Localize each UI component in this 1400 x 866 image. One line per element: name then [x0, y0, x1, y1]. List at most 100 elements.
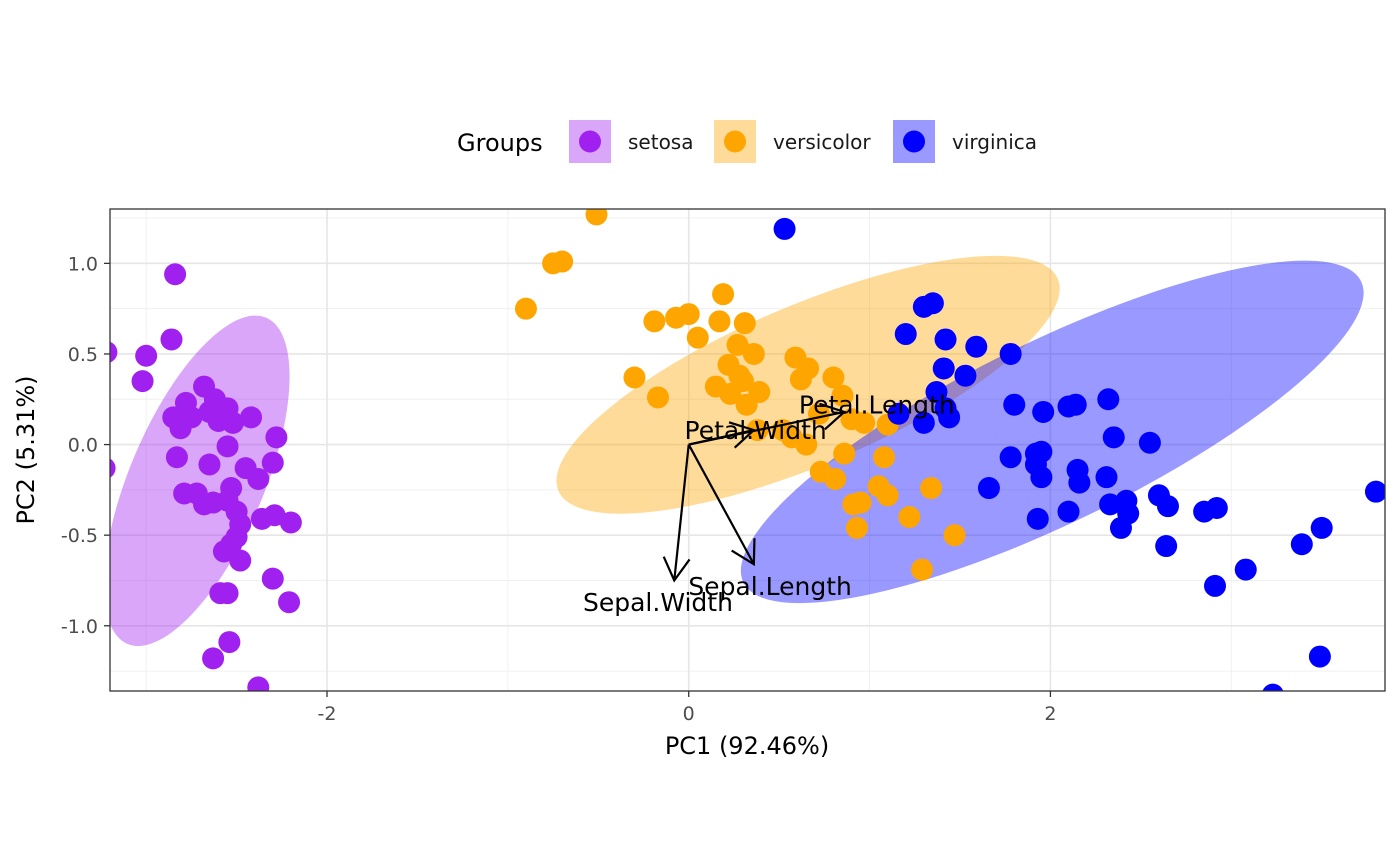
point-versicolor	[920, 477, 943, 500]
point-virginica	[932, 357, 955, 380]
point-virginica	[954, 364, 977, 387]
loading-arrow-sepal-length	[687, 444, 755, 565]
ellipse-setosa	[110, 315, 290, 647]
x-axis: -2 0 2	[318, 691, 1056, 725]
point-versicolor	[853, 411, 876, 434]
point-versicolor	[822, 366, 845, 389]
loading-label-sepal-width: Sepal.Width	[583, 588, 733, 617]
point-setosa	[212, 540, 235, 563]
point-versicolor	[911, 558, 934, 581]
point-versicolor	[831, 384, 854, 407]
loading-arrow-sepal-width	[673, 444, 690, 581]
point-setosa	[261, 451, 284, 474]
point-virginica	[1102, 426, 1125, 449]
point-setosa	[229, 549, 252, 572]
legend: Groups setosa versicolor virginica	[457, 120, 1037, 163]
x-tick-label: -2	[318, 703, 337, 725]
point-virginica	[887, 402, 910, 425]
point-virginica	[1068, 471, 1091, 494]
point-virginica	[999, 342, 1022, 365]
point-setosa	[165, 446, 188, 469]
point-virginica	[1003, 393, 1026, 416]
point-setosa	[240, 406, 263, 429]
point-versicolor	[726, 333, 749, 356]
point-setosa	[216, 435, 239, 458]
point-versicolor	[824, 467, 847, 490]
point-versicolor	[551, 250, 574, 273]
point-versicolor	[623, 366, 646, 389]
point-virginica	[999, 446, 1022, 469]
point-versicolor	[733, 312, 756, 335]
point-setosa	[279, 511, 302, 534]
point-setosa	[198, 400, 221, 423]
point-versicolor	[514, 297, 537, 320]
legend-key-point-versicolor	[724, 130, 746, 153]
legend-key-point-virginica	[903, 130, 925, 153]
arrowhead	[662, 556, 691, 583]
point-versicolor	[719, 382, 742, 405]
point-versicolor	[585, 209, 608, 226]
point-virginica	[1155, 535, 1178, 558]
point-versicolor	[898, 506, 921, 529]
panel-background	[110, 209, 1385, 691]
point-virginica	[925, 381, 948, 404]
point-versicolor	[643, 310, 666, 333]
loading-label-petal-width: Petal.Width	[685, 416, 827, 445]
point-virginica	[1204, 574, 1226, 597]
point-setosa	[202, 647, 225, 670]
x-axis-title: PC1 (92.46%)	[665, 732, 829, 760]
legend-items: setosa versicolor virginica	[569, 120, 1037, 163]
y-tick-label: -0.5	[61, 525, 98, 547]
point-virginica	[912, 411, 935, 434]
point-setosa	[218, 631, 241, 654]
point-virginica	[1095, 466, 1118, 489]
point-setosa	[198, 453, 221, 476]
point-versicolor	[712, 283, 735, 306]
point-versicolor	[876, 484, 899, 507]
point-virginica	[1138, 431, 1161, 454]
data-points	[110, 209, 1385, 691]
arrowhead	[731, 538, 756, 567]
legend-label-virginica: virginica	[952, 130, 1037, 154]
point-setosa	[247, 676, 270, 691]
y-axis: -1.0 -0.5 0.0 0.5 1.0	[61, 253, 110, 638]
point-virginica	[1099, 493, 1122, 516]
point-virginica	[1310, 516, 1333, 539]
point-virginica	[773, 217, 796, 240]
point-setosa	[261, 567, 284, 590]
loading-label-sepal-length: Sepal.Length	[688, 572, 852, 601]
loading-arrow-petal-width	[688, 428, 755, 446]
point-versicolor	[646, 386, 669, 409]
point-versicolor	[833, 442, 856, 465]
legend-title: Groups	[457, 129, 543, 157]
point-virginica	[938, 406, 961, 429]
point-virginica	[1030, 466, 1053, 489]
point-virginica	[1057, 500, 1080, 523]
loading-label-petal-length: Petal.Length	[799, 391, 955, 420]
point-versicolor	[873, 446, 896, 469]
point-setosa	[131, 370, 154, 393]
point-virginica	[1064, 393, 1087, 416]
point-setosa	[110, 458, 116, 478]
point-versicolor	[735, 393, 758, 416]
ellipse-virginica	[740, 260, 1364, 604]
point-setosa	[265, 426, 288, 449]
point-setosa	[135, 344, 158, 367]
point-setosa	[278, 591, 301, 614]
point-versicolor	[849, 491, 872, 514]
point-virginica	[1156, 495, 1179, 518]
point-versicolor	[943, 524, 966, 547]
x-tick-label: 0	[683, 703, 695, 725]
point-setosa	[221, 411, 244, 434]
arrowhead	[728, 421, 756, 449]
point-virginica	[977, 477, 1000, 500]
y-tick-label: 0.5	[68, 344, 98, 366]
loading-arrows	[662, 402, 847, 583]
y-tick-label: 1.0	[68, 253, 98, 275]
point-virginica	[965, 335, 988, 358]
point-versicolor	[789, 368, 812, 391]
legend-label-setosa: setosa	[628, 130, 693, 154]
point-setosa	[216, 582, 239, 605]
point-virginica	[934, 328, 957, 351]
